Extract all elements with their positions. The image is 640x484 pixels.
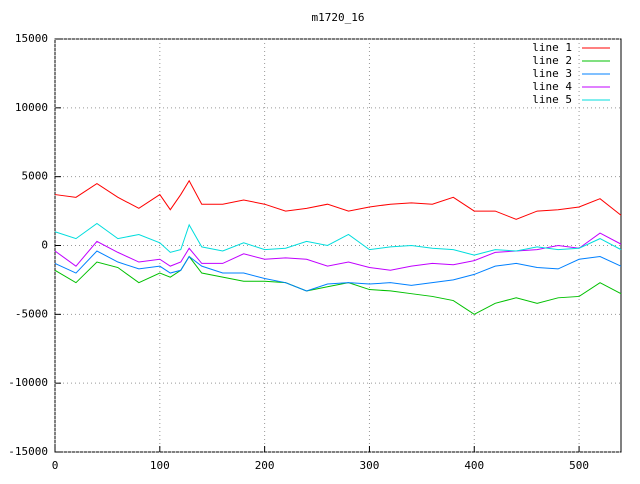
data-line [54,222,622,256]
legend-label: line 4 [532,80,572,93]
chart-title: m1720_16 [312,11,365,24]
data-line [54,232,622,271]
data-line [54,250,622,292]
data-line [54,179,622,220]
legend-label: line 5 [532,93,572,106]
y-tick-label: -5000 [15,307,48,320]
y-tick-label: 15000 [15,32,48,45]
x-tick-label: 500 [569,459,589,472]
x-tick-label: 200 [255,459,275,472]
legend-label: line 3 [532,67,572,80]
x-tick-label: 100 [150,459,170,472]
y-tick-label: 5000 [22,170,49,183]
x-tick-label: 300 [360,459,380,472]
y-tick-label: 10000 [15,101,48,114]
y-tick-label: 0 [41,239,48,252]
x-tick-label: 400 [464,459,484,472]
y-tick-label: -15000 [8,445,48,458]
legend-label: line 1 [532,41,572,54]
data-line [54,255,622,315]
x-tick-label: 0 [52,459,59,472]
y-tick-label: -10000 [8,376,48,389]
legend-label: line 2 [532,54,572,67]
